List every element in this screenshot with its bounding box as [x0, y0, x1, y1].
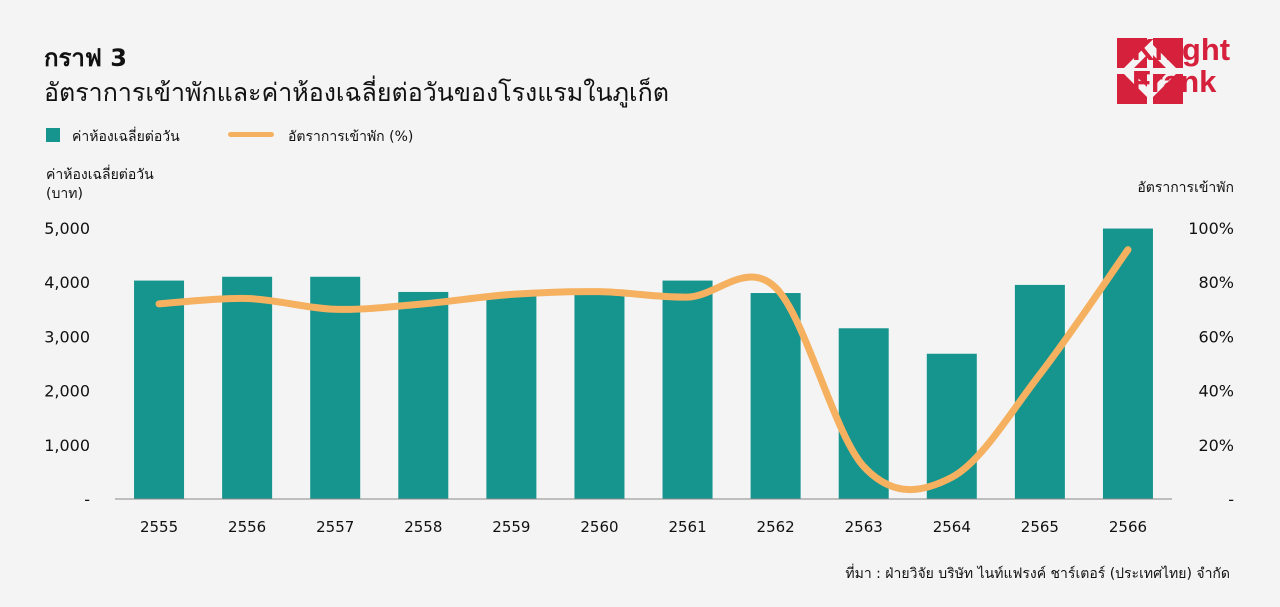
left-axis-title: ค่าห้องเฉลี่ยต่อวัน (บาท) [46, 166, 154, 204]
bar-2559 [486, 294, 537, 499]
bar-2558 [398, 291, 449, 499]
logo-line-1: Knight [1132, 32, 1231, 67]
bar-2560 [574, 293, 625, 499]
left-tick-label: 1,000 [44, 436, 90, 455]
left-tick-label: 5,000 [44, 219, 90, 238]
legend-line-label: อัตราการเข้าพัก (%) [288, 129, 414, 145]
right-tick-label: - [1228, 490, 1234, 509]
source-note: ที่มา : ฝ่ายวิจัย บริษัท ไนท์แฟรงค์ ชาร์… [845, 566, 1230, 582]
left-tick-label: 2,000 [44, 382, 90, 401]
logo-line-2: Frank [1132, 64, 1217, 99]
bar-2556 [222, 276, 273, 499]
occupancy-line [155, 246, 1132, 494]
x-tick-label-2556: 2556 [228, 518, 266, 536]
right-axis-title: อัตราการเข้าพัก [1137, 180, 1234, 196]
x-tick-label-2563: 2563 [845, 518, 883, 536]
right-tick-label: 40% [1198, 382, 1234, 401]
legend-bar-swatch [46, 128, 60, 142]
bar-2562 [750, 293, 801, 499]
legend-line-swatch [228, 132, 274, 137]
x-tick-label-2560: 2560 [580, 518, 618, 536]
bar-2561 [662, 280, 713, 499]
x-tick-label-2565: 2565 [1021, 518, 1059, 536]
right-tick-label: 60% [1198, 327, 1234, 346]
bar-2565 [1014, 284, 1065, 499]
right-tick-label: 80% [1198, 273, 1234, 292]
x-tick-label-2566: 2566 [1109, 518, 1147, 536]
right-tick-label: 100% [1188, 219, 1234, 238]
bar-2555 [134, 280, 185, 499]
knight-frank-logo-icon [1117, 38, 1183, 104]
knight-frank-wordmark: Knight Frank [1132, 34, 1230, 98]
chart-title: อัตราการเข้าพักและค่าห้องเฉลี่ยต่อวันของ… [44, 78, 669, 107]
x-tick-label-2564: 2564 [933, 518, 971, 536]
right-tick-label: 20% [1198, 436, 1234, 455]
figure-number: กราฟ 3 [44, 44, 127, 72]
left-tick-label: 4,000 [44, 273, 90, 292]
bar-2557 [310, 276, 361, 499]
x-tick-label-2558: 2558 [404, 518, 442, 536]
left-axis-title-line-2: (บาท) [46, 186, 83, 202]
left-axis-title-line-1: ค่าห้องเฉลี่ยต่อวัน [46, 167, 154, 183]
x-tick-label-2561: 2561 [668, 518, 706, 536]
x-tick-label-2562: 2562 [757, 518, 795, 536]
legend-bar-label: ค่าห้องเฉลี่ยต่อวัน [72, 129, 180, 145]
left-tick-label: 3,000 [44, 327, 90, 346]
x-tick-label-2557: 2557 [316, 518, 354, 536]
x-tick-label-2555: 2555 [140, 518, 178, 536]
bar-2563 [838, 328, 889, 499]
x-tick-label-2559: 2559 [492, 518, 530, 536]
left-tick-label: - [84, 490, 90, 509]
